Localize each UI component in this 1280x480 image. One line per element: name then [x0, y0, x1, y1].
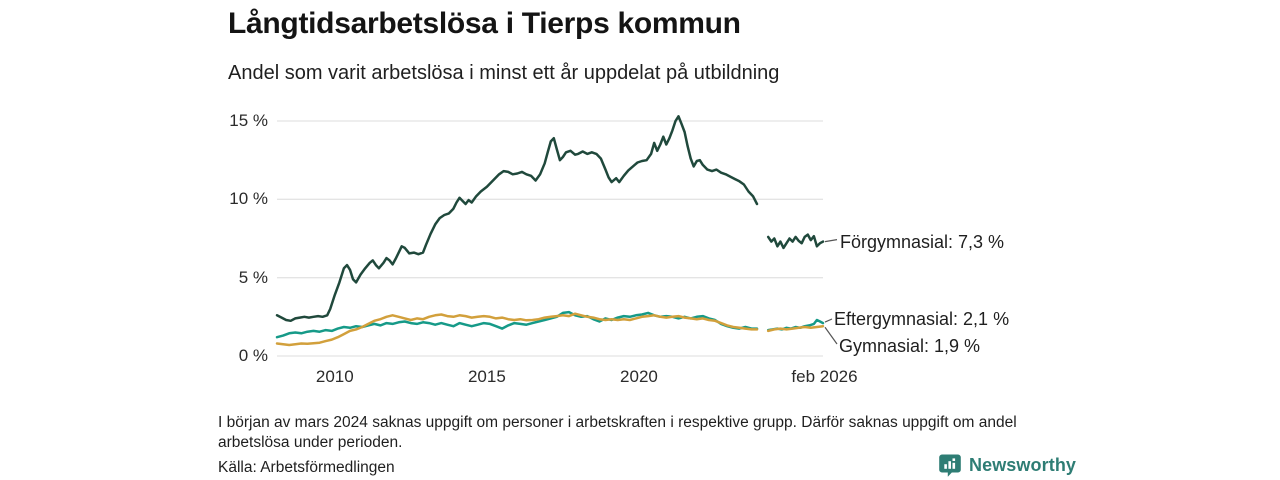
chart-title: Långtidsarbetslösa i Tierps kommun [228, 7, 741, 40]
source-attribution: Källa: Arbetsförmedlingen [218, 459, 395, 476]
x-axis-tick-2015: 2015 [467, 367, 506, 386]
series-end-label-gymnasial: Gymnasial: 1,9 % [839, 336, 981, 356]
newsworthy-branding: Newsworthy [938, 453, 1076, 477]
newsworthy-wordmark: Newsworthy [969, 454, 1077, 475]
x-axis-tick-2020: 2020 [620, 367, 658, 386]
y-axis-tick-10: 10 % [229, 189, 268, 209]
x-axis-tick-2010: 2010 [315, 367, 354, 386]
y-axis-tick-0: 0 % [238, 346, 268, 365]
chart-footnote: I början av mars 2024 saknas uppgift om … [218, 414, 1017, 452]
series-end-label-forgymnasial: Förgymnasial: 7,3 % [840, 232, 1005, 252]
newsworthy-logo-icon [938, 453, 962, 477]
x-axis-tick-feb-2026: feb 2026 [791, 367, 858, 386]
chart-subtitle: Andel som varit arbetslösa i minst ett å… [228, 62, 780, 84]
series-end-label-eftergymnasial: Eftergymnasial: 2,1 % [834, 309, 1010, 329]
y-axis-tick-5: 5 % [238, 267, 268, 287]
y-axis-tick-15: 15 % [229, 111, 268, 130]
